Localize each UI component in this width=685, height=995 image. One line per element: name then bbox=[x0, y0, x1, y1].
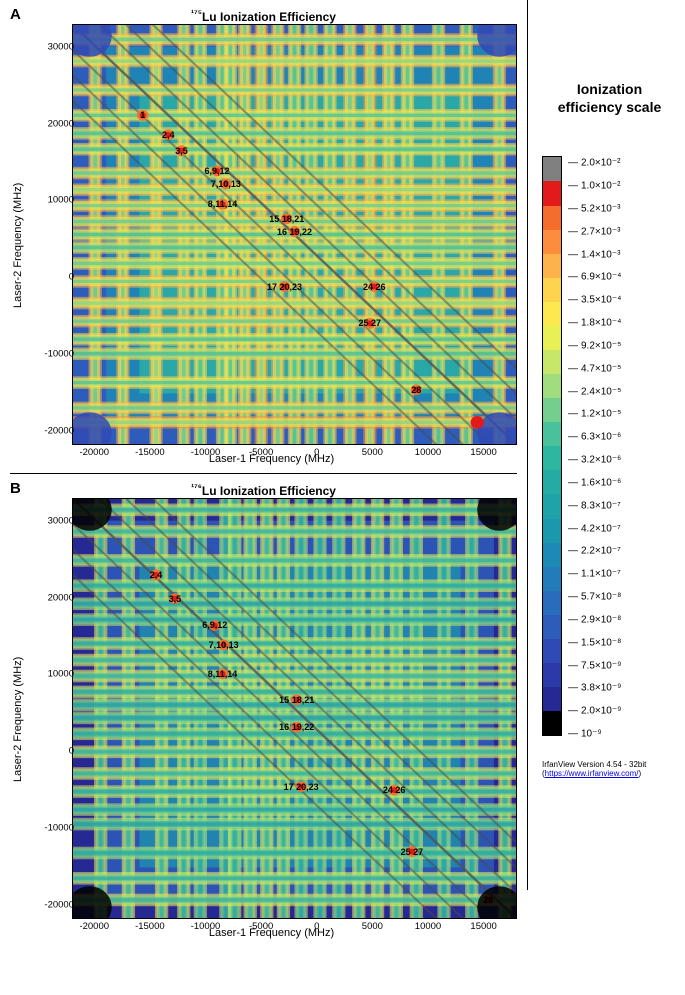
xtick: 0 bbox=[314, 447, 319, 458]
scale-label: 9.2×10⁻⁵ bbox=[568, 340, 621, 351]
annotation: 28 bbox=[411, 385, 421, 395]
xtick: -10000 bbox=[191, 447, 221, 458]
scale-label: 3.5×10⁻⁴ bbox=[568, 295, 621, 306]
annotation: 17 20,23 bbox=[267, 282, 302, 292]
scale-label: 2.4×10⁻⁵ bbox=[568, 386, 621, 397]
ytick: 0 bbox=[69, 746, 74, 757]
xtick: 15000 bbox=[470, 921, 496, 932]
annotation: 15 18,21 bbox=[279, 695, 314, 705]
legend-column: Ionizationefficiency scale 2.0×10⁻² 1.0×1… bbox=[528, 0, 685, 890]
annotation: 1 bbox=[140, 110, 145, 120]
annotation: 6,9,12 bbox=[202, 620, 227, 630]
xtick: 5000 bbox=[362, 447, 383, 458]
annotation: 24 26 bbox=[363, 282, 386, 292]
xtick: -20000 bbox=[79, 447, 109, 458]
scale-label: 2.0×10⁻² bbox=[568, 158, 620, 169]
panel-b: B ¹⁷⁶Lu Ionization Efficiency Laser-2 Fr… bbox=[0, 474, 527, 947]
ytick: -20000 bbox=[44, 425, 74, 436]
color-scale-bar bbox=[542, 156, 562, 736]
annotation: 3,5 bbox=[169, 594, 182, 604]
plots-column: A ¹⁷⁵Lu Ionization Efficiency Laser-2 Fr… bbox=[0, 0, 528, 890]
xtick: -10000 bbox=[191, 921, 221, 932]
scale-label: 1.5×10⁻⁸ bbox=[568, 637, 621, 648]
scale-label: 7.5×10⁻⁹ bbox=[568, 660, 621, 671]
panel-a: A ¹⁷⁵Lu Ionization Efficiency Laser-2 Fr… bbox=[0, 0, 527, 473]
xtick: 5000 bbox=[362, 921, 383, 932]
scale-title: Ionizationefficiency scale bbox=[542, 80, 677, 116]
scale-label: 6.3×10⁻⁶ bbox=[568, 432, 621, 443]
xtick: 10000 bbox=[415, 921, 441, 932]
scale-label: 5.2×10⁻³ bbox=[568, 203, 620, 214]
annotation: 15 18,21 bbox=[269, 214, 304, 224]
ytick: -20000 bbox=[44, 899, 74, 910]
panel-b-ylabel: Laser-2 Frequency (MHz) bbox=[10, 498, 26, 941]
scale-label: 3.2×10⁻⁶ bbox=[568, 455, 621, 466]
scale-label: 1.2×10⁻⁵ bbox=[568, 409, 621, 420]
annotation: 16 19,22 bbox=[277, 227, 312, 237]
xtick: 10000 bbox=[415, 447, 441, 458]
ytick: 20000 bbox=[48, 118, 74, 129]
panel-a-xticks: Laser-1 Frequency (MHz) -20000-15000-100… bbox=[26, 445, 517, 467]
color-scale-labels: 2.0×10⁻² 1.0×10⁻² 5.2×10⁻³ 2.7×10⁻³ 1.4×10⁻³… bbox=[568, 156, 677, 736]
scale-label: 3.8×10⁻⁹ bbox=[568, 683, 621, 694]
xtick: 15000 bbox=[470, 447, 496, 458]
scale-label: 1.1×10⁻⁷ bbox=[568, 569, 621, 580]
xtick: 0 bbox=[314, 921, 319, 932]
ytick: 10000 bbox=[48, 669, 74, 680]
xtick: -15000 bbox=[135, 921, 165, 932]
panel-b-yticks: -20000 -10000 0 10000 20000 30000 bbox=[38, 498, 78, 919]
annotation: 2,4 bbox=[162, 130, 175, 140]
scale-label: 2.0×10⁻⁹ bbox=[568, 706, 621, 717]
xtick: -15000 bbox=[135, 447, 165, 458]
scale-label: 6.9×10⁻⁴ bbox=[568, 272, 621, 283]
scale-label: 1.6×10⁻⁶ bbox=[568, 477, 621, 488]
panel-a-letter: A bbox=[10, 6, 21, 23]
ytick: 10000 bbox=[48, 195, 74, 206]
panel-b-letter: B bbox=[10, 480, 21, 497]
figure-container: A ¹⁷⁵Lu Ionization Efficiency Laser-2 Fr… bbox=[0, 0, 685, 890]
annotation: 2,4 bbox=[150, 570, 163, 580]
annotation: 25 27 bbox=[401, 847, 424, 857]
scale-label: 1.4×10⁻³ bbox=[568, 249, 620, 260]
scale-label: 1.0×10⁻² bbox=[568, 181, 620, 192]
panel-a-plot: 1 2,43,5 6,9,12 7,10,13 8,11,14 15 18,21 16 19… bbox=[72, 24, 517, 445]
panel-a-yticks: -20000 -10000 0 10000 20000 30000 bbox=[38, 24, 78, 445]
annotation: 16 19,22 bbox=[279, 722, 314, 732]
ytick: 20000 bbox=[48, 592, 74, 603]
annotation: 28 bbox=[483, 895, 493, 905]
scale-label: 10⁻⁹ bbox=[568, 729, 602, 740]
xtick: -20000 bbox=[79, 921, 109, 932]
annotation: 17 20,23 bbox=[284, 782, 319, 792]
scale-label: 5.7×10⁻⁸ bbox=[568, 592, 621, 603]
annotation: 6,9,12 bbox=[204, 166, 229, 176]
annotation: 7,10,13 bbox=[211, 179, 241, 189]
scale-label: 2.2×10⁻⁷ bbox=[568, 546, 621, 557]
ytick: 30000 bbox=[48, 42, 74, 53]
annotation: 8,11,14 bbox=[208, 199, 238, 209]
panel-a-title: ¹⁷⁵Lu Ionization Efficiency bbox=[10, 8, 517, 24]
panel-a-ylabel: Laser-2 Frequency (MHz) bbox=[10, 24, 26, 467]
xtick: -5000 bbox=[249, 921, 273, 932]
ytick: -10000 bbox=[44, 348, 74, 359]
scale-label: 2.7×10⁻³ bbox=[568, 226, 620, 237]
panel-b-title: ¹⁷⁶Lu Ionization Efficiency bbox=[10, 482, 517, 498]
ytick: 30000 bbox=[48, 516, 74, 527]
ytick: 0 bbox=[69, 272, 74, 283]
annotation: 8,11,14 bbox=[208, 669, 238, 679]
scale-label: 1.8×10⁻⁴ bbox=[568, 318, 621, 329]
ytick: -10000 bbox=[44, 822, 74, 833]
credit-link[interactable]: https://www.irfanview.com/ bbox=[545, 769, 639, 778]
annotation: 7,10,13 bbox=[209, 640, 239, 650]
software-credit: IrfanView Version 4.54 - 32bit (https://… bbox=[542, 760, 677, 778]
scale-label: 4.7×10⁻⁵ bbox=[568, 363, 621, 374]
annotation: 24 26 bbox=[383, 785, 406, 795]
scale-label: 4.2×10⁻⁷ bbox=[568, 523, 621, 534]
scale-label: 2.9×10⁻⁸ bbox=[568, 614, 621, 625]
annotation: 25 27 bbox=[359, 318, 382, 328]
xtick: -5000 bbox=[249, 447, 273, 458]
scale-label: 8.3×10⁻⁷ bbox=[568, 500, 621, 511]
panel-b-xticks: Laser-1 Frequency (MHz) -20000-15000-100… bbox=[26, 919, 517, 941]
panel-b-plot: 2,4 3,5 6,9,12 7,10,13 8,11,14 15 18,21 16 19,… bbox=[72, 498, 517, 919]
annotation: 3,5 bbox=[175, 146, 188, 156]
